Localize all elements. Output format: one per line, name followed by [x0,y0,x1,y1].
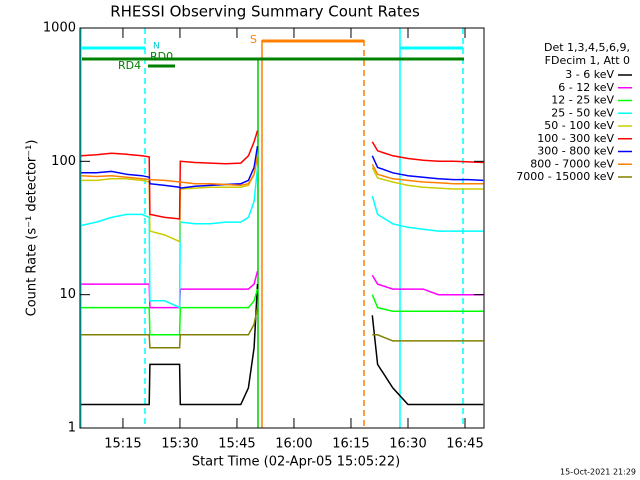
x-axis-label: Start Time (02-Apr-05 15:05:22) [192,455,400,470]
event-markers [80,28,464,428]
series-line [81,155,484,187]
legend-label: 50 - 100 keV [544,119,614,132]
x-tick-label: 16:00 [275,437,312,452]
legend-label: 7000 - 15000 keV [516,170,614,183]
y-tick-label: 100 [51,154,76,169]
legend-label: 800 - 7000 keV [530,157,614,170]
legend-label: 300 - 800 keV [537,145,614,158]
y-tick-label: 1000 [43,21,76,36]
annotation: RD0 [150,50,173,63]
legend-title: FDecim 1, Att 0 [545,54,630,67]
y-tick-label: 1 [68,421,76,436]
y-axis-label: Count Rate (s⁻¹ detector⁻¹) [25,140,40,317]
annotation: RD4 [118,59,141,72]
series-line [81,155,484,243]
legend-label: 6 - 12 keV [558,81,614,94]
legend-label: 3 - 6 keV [565,68,614,81]
series-line [81,130,484,220]
x-tick-label: 16:45 [446,437,483,452]
legend-label: 100 - 300 keV [537,132,614,145]
series-line [81,284,484,406]
chart-title: RHESSI Observing Summary Count Rates [110,3,420,21]
x-tick-label: 15:30 [161,437,198,452]
series-line [80,167,484,309]
legend-label: 12 - 25 keV [551,94,614,107]
x-tick-label: 15:45 [218,437,255,452]
annotation: S [250,33,257,46]
footer: 15-Oct-2021 21:29 [560,468,636,477]
x-tick-label: 16:30 [389,437,426,452]
y-tick-label: 10 [59,287,76,302]
series-line [81,145,484,189]
series-line [81,307,484,349]
axes-frame [79,27,485,429]
x-tick-label: 16:15 [332,437,369,452]
x-tick-label: 15:15 [104,437,141,452]
legend-title: Det 1,3,4,5,6,9, [544,41,630,54]
annotation: N [153,42,160,52]
plot-area [80,130,484,406]
legend-label: 25 - 50 keV [551,106,614,119]
